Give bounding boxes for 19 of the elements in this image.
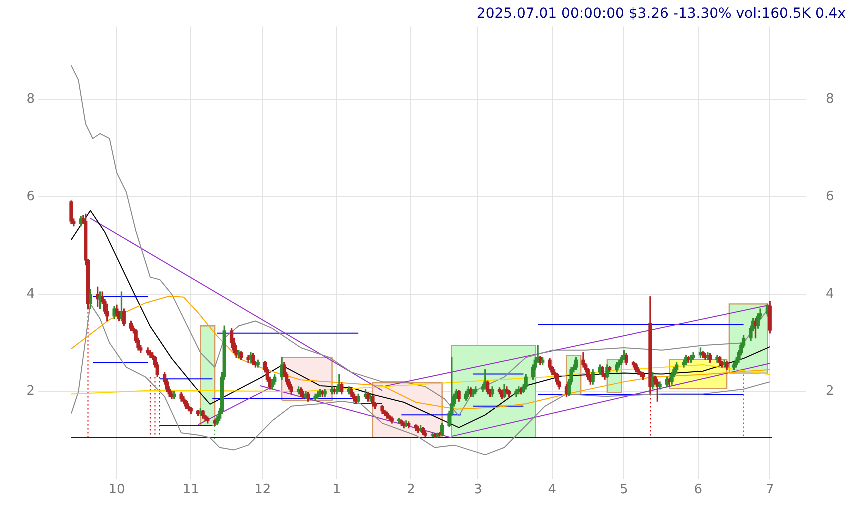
y-tick-label: 4	[26, 286, 35, 302]
y-tick-label: 6	[26, 190, 35, 205]
chart-title: 2025.07.01 00:00:00 $3.26 -13.30% vol:160.5K 0.4x	[476, 6, 846, 22]
x-tick-label: 7	[766, 482, 774, 498]
y2-tick-label: 8	[826, 92, 834, 108]
x-tick-label: 4	[548, 482, 557, 498]
x-tick-label: 5	[620, 482, 628, 498]
y2-tick-label: 2	[826, 384, 834, 400]
x-tick-label: 6	[694, 482, 702, 498]
y2-tick-label: 4	[826, 286, 834, 302]
x-tick-label: 10	[108, 482, 126, 498]
x-tick-label: 1	[332, 482, 342, 498]
x-tick-label: 2	[407, 482, 416, 498]
x-tick-label: 11	[182, 482, 200, 498]
y2-tick-label: 6	[826, 190, 834, 205]
y-tick-label: 8	[26, 92, 35, 108]
x-tick-label: 3	[474, 482, 482, 498]
x-tick-label: 12	[254, 482, 272, 498]
y-tick-label: 2	[26, 384, 35, 400]
